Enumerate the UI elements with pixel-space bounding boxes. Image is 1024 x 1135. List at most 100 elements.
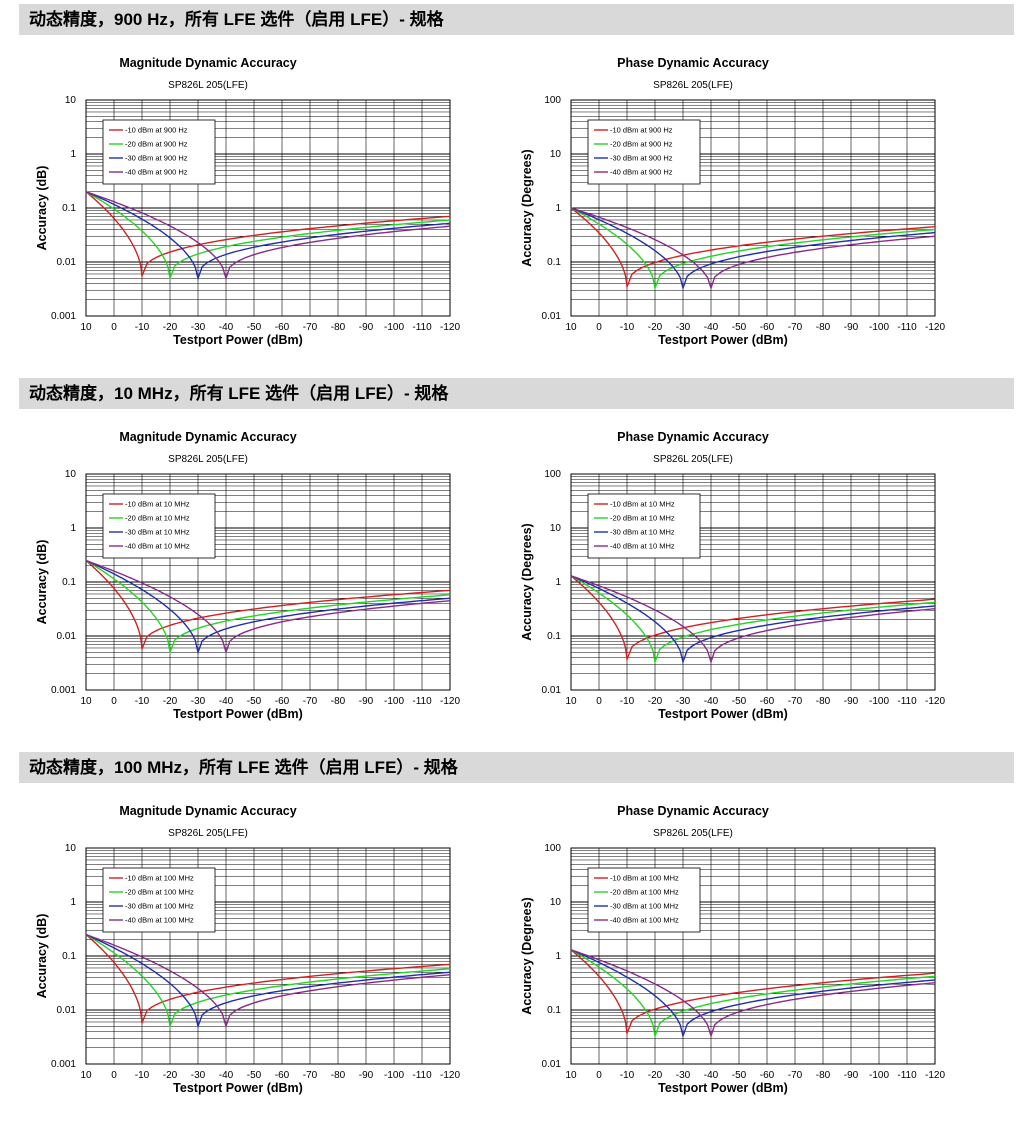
y-axis-label: Accuracy (dB): [35, 166, 49, 251]
legend-entry: -30 dBm at 900 Hz: [610, 154, 673, 163]
chart-title: Phase Dynamic Accuracy: [617, 430, 769, 444]
y-tick-label: 1: [555, 577, 561, 588]
chart-legend: -10 dBm at 100 MHz -20 dBm at 100 MHz -30 …: [587, 867, 701, 933]
legend-entry: -40 dBm at 900 Hz: [610, 168, 673, 177]
x-tick-label: -120: [440, 322, 460, 333]
x-tick-label: -40: [219, 696, 234, 707]
y-tick-label: 100: [544, 95, 561, 106]
y-tick-label: 0.01: [542, 311, 562, 322]
x-tick-label: -20: [163, 696, 178, 707]
x-tick-label: 0: [111, 322, 117, 333]
chart-legend: -10 dBm at 10 MHz -20 dBm at 10 MHz -30 dB…: [102, 493, 216, 559]
x-tick-label: 10: [80, 1070, 92, 1081]
legend-entry: -30 dBm at 10 MHz: [610, 528, 675, 537]
x-axis-label: Testport Power (dBm): [173, 333, 303, 347]
x-tick-label: -110: [897, 322, 917, 333]
y-tick-label: 10: [550, 897, 562, 908]
x-tick-label: -20: [163, 1070, 178, 1081]
x-tick-label: -90: [844, 696, 859, 707]
chart-title: Phase Dynamic Accuracy: [617, 56, 769, 70]
x-tick-label: -60: [760, 696, 775, 707]
legend-entry: -20 dBm at 10 MHz: [610, 514, 675, 523]
x-tick-label: -90: [359, 322, 374, 333]
x-tick-label: -30: [676, 1070, 691, 1081]
series-line-4: [570, 575, 936, 665]
y-tick-label: 1: [555, 203, 561, 214]
x-tick-label: -100: [384, 1070, 404, 1081]
y-tick-label: 10: [65, 843, 77, 854]
section-header-100mhz: 动态精度，100 MHz，所有 LFE 选件（启用 LFE）- 规格: [19, 752, 1014, 783]
x-tick-label: -80: [331, 696, 346, 707]
x-tick-label: -120: [440, 696, 460, 707]
series-line-4: [85, 191, 451, 281]
x-tick-label: 0: [596, 696, 602, 707]
chart-title: Magnitude Dynamic Accuracy: [119, 430, 296, 444]
y-tick-label: 10: [65, 469, 77, 480]
legend-entry: -40 dBm at 100 MHz: [610, 916, 679, 925]
magnitude-chart-100mhz: Magnitude Dynamic Accuracy SP826L 205(LFE…: [35, 804, 460, 1095]
x-tick-label: -50: [732, 1070, 747, 1081]
x-tick-label: -60: [760, 322, 775, 333]
section-header-10mhz: 动态精度，10 MHz，所有 LFE 选件（启用 LFE）- 规格: [19, 378, 1014, 409]
chart-legend: -10 dBm at 10 MHz -20 dBm at 10 MHz -30 dB…: [587, 493, 701, 559]
x-tick-label: -70: [788, 322, 803, 333]
chart-title: Magnitude Dynamic Accuracy: [119, 56, 296, 70]
magnitude-chart-10mhz: Magnitude Dynamic Accuracy SP826L 205(LFE…: [35, 430, 460, 721]
y-tick-label: 0.1: [62, 577, 76, 588]
x-tick-label: -60: [275, 696, 290, 707]
chart-subtitle: SP826L 205(LFE): [653, 80, 733, 91]
x-tick-label: -110: [412, 1070, 432, 1081]
chart-title: Magnitude Dynamic Accuracy: [119, 804, 296, 818]
x-tick-label: -100: [869, 322, 889, 333]
x-tick-label: -90: [359, 696, 374, 707]
legend-entry: -20 dBm at 10 MHz: [125, 514, 190, 523]
x-tick-label: -20: [648, 1070, 663, 1081]
chart-legend: -10 dBm at 900 Hz -20 dBm at 900 Hz -30 dB…: [102, 119, 216, 185]
x-tick-label: -60: [275, 322, 290, 333]
series-line-1: [570, 575, 936, 663]
legend-entry: -10 dBm at 10 MHz: [610, 500, 675, 509]
x-tick-label: -80: [816, 1070, 831, 1081]
x-tick-label: -110: [412, 696, 432, 707]
legend-entry: -10 dBm at 10 MHz: [125, 500, 190, 509]
x-tick-label: -50: [247, 696, 262, 707]
y-tick-label: 0.01: [57, 1005, 77, 1016]
series-line-4: [85, 559, 451, 655]
y-tick-label: 10: [550, 149, 562, 160]
y-axis-label: Accuracy (dB): [35, 914, 49, 999]
y-tick-label: 0.1: [547, 631, 561, 642]
x-axis-label: Testport Power (dBm): [173, 1081, 303, 1095]
x-tick-label: -10: [620, 322, 635, 333]
x-tick-label: -90: [844, 1070, 859, 1081]
series-line-2: [85, 191, 451, 281]
x-tick-label: -70: [303, 696, 318, 707]
series-line-1: [85, 933, 451, 1026]
y-tick-label: 0.01: [57, 631, 77, 642]
series-line-1: [85, 559, 451, 652]
series-line-3: [570, 207, 936, 291]
legend-entry: -40 dBm at 900 Hz: [125, 168, 188, 177]
x-tick-label: -100: [384, 696, 404, 707]
y-tick-label: 10: [550, 523, 562, 534]
series-line-3: [570, 949, 936, 1039]
x-tick-label: -110: [897, 696, 917, 707]
x-tick-label: -20: [648, 696, 663, 707]
section-header-900hz: 动态精度，900 Hz，所有 LFE 选件（启用 LFE）- 规格: [19, 4, 1014, 35]
x-tick-label: -90: [844, 322, 859, 333]
series-line-2: [570, 207, 936, 291]
chart-subtitle: SP826L 205(LFE): [653, 828, 733, 839]
legend-entry: -10 dBm at 900 Hz: [125, 126, 188, 135]
legend-entry: -30 dBm at 10 MHz: [125, 528, 190, 537]
x-tick-label: -70: [303, 322, 318, 333]
y-axis-label: Accuracy (Degrees): [520, 149, 534, 266]
x-tick-label: 10: [565, 696, 577, 707]
x-tick-label: -80: [331, 1070, 346, 1081]
y-tick-label: 0.001: [51, 311, 76, 322]
x-axis-label: Testport Power (dBm): [658, 1081, 788, 1095]
x-tick-label: -100: [869, 696, 889, 707]
chart-subtitle: SP826L 205(LFE): [653, 454, 733, 465]
y-tick-label: 0.1: [547, 257, 561, 268]
legend-entry: -10 dBm at 100 MHz: [125, 874, 194, 883]
